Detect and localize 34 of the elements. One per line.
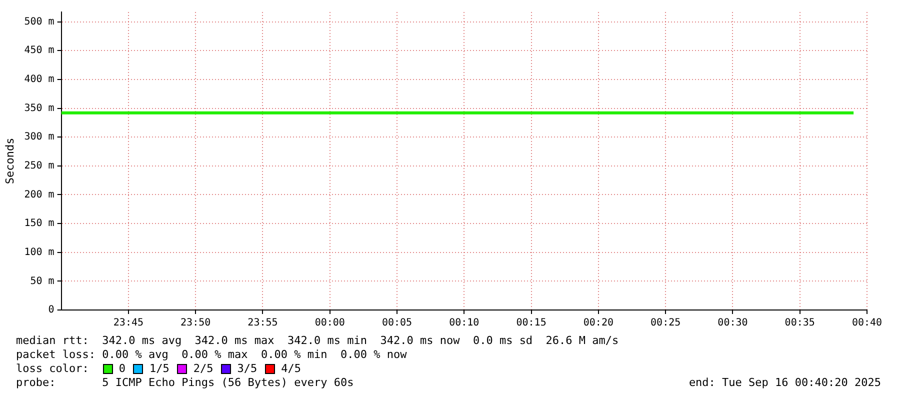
y-tick-label: 250 m xyxy=(24,160,54,172)
text: median rtt: 342.0 ms avg 342.0 ms max 342.0 ms min 342.0 ms now 0.0 ms sd 26.6 M am/s xyxy=(16,334,619,348)
x-tick-label: 00:10 xyxy=(449,318,480,329)
legend-label: 1/5 xyxy=(149,362,170,376)
y-tick-label: 500 m xyxy=(24,16,54,28)
x-tick-label: 00:40 xyxy=(852,318,882,329)
y-tick-label: 200 m xyxy=(24,189,54,200)
y-tick-label: 100 m xyxy=(24,246,54,258)
x-tick-label: 23:50 xyxy=(180,318,211,329)
x-tick-label: 00:20 xyxy=(583,318,614,329)
text: end: Tue Sep 16 00:40:20 2025 xyxy=(688,376,881,390)
x-tick-label: 23:45 xyxy=(113,318,144,329)
y-tick-label: 300 m xyxy=(24,132,54,143)
y-tick-label: 400 m xyxy=(24,74,54,86)
y-tick-label: 150 m xyxy=(24,218,54,230)
x-tick-label: 00:05 xyxy=(382,318,412,329)
legend-label: 3/5 xyxy=(237,362,258,376)
x-tick-label: 00:30 xyxy=(718,318,748,329)
y-tick-label: 50 m xyxy=(30,276,54,287)
y-tick-label: 450 m xyxy=(24,45,54,56)
text: probe: 5 ICMP Echo Pings (56 Bytes) every 60s xyxy=(16,376,354,390)
legend-title: loss color: xyxy=(16,362,89,376)
y-tick-label: 0 xyxy=(48,304,54,316)
x-tick-label: 00:25 xyxy=(650,318,681,329)
y-tick-label: 350 m xyxy=(24,102,54,114)
y-axis-title: Seconds xyxy=(3,138,16,184)
x-tick-label: 00:35 xyxy=(784,318,815,329)
x-tick-label: 23:55 xyxy=(248,318,278,329)
text: packet loss: 0.00 % avg 0.00 % max 0.00 % min 0.00 % now xyxy=(16,348,407,362)
x-tick-label: 00:00 xyxy=(314,318,345,329)
legend-label: 2/5 xyxy=(193,362,214,376)
legend-label: 4/5 xyxy=(281,362,301,376)
legend-label: 0 xyxy=(118,362,126,376)
x-tick-label: 00:15 xyxy=(516,318,546,329)
